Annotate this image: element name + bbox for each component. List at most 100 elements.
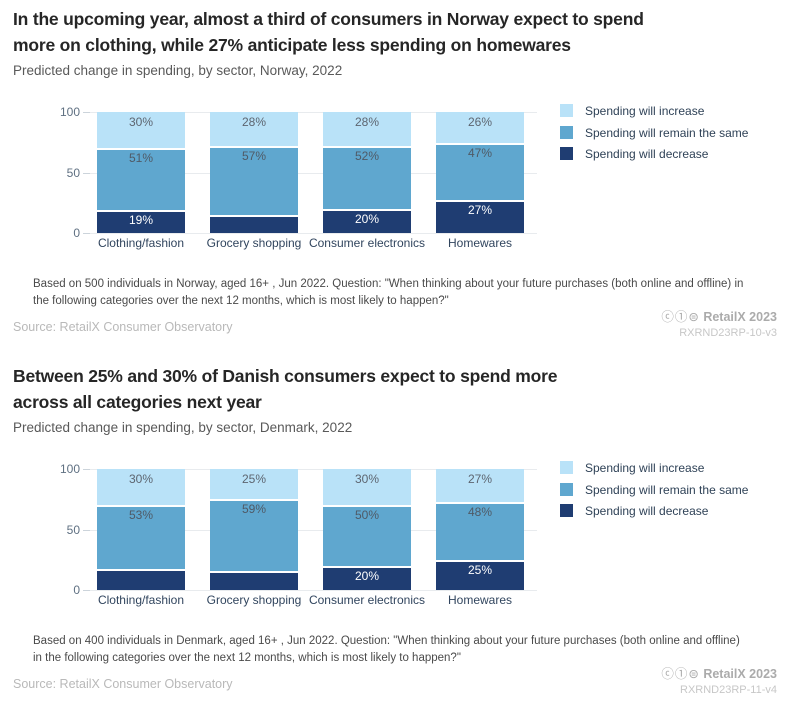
y-axis-tick — [83, 469, 90, 470]
chart-subtitle: Predicted change in spending, by sector,… — [13, 63, 343, 78]
legend-swatch — [560, 504, 573, 517]
bar-value-label: 25% — [241, 472, 267, 486]
gridline — [90, 590, 537, 591]
page-title: Between 25% and 30% of Danish consumers … — [13, 363, 773, 415]
bar-value-label: 27% — [467, 472, 493, 486]
bar-value-label: 28% — [241, 115, 267, 129]
bar-value-label: 30% — [128, 115, 154, 129]
bar-value-label: 48% — [467, 504, 493, 519]
chart-footnote: Based on 500 individuals in Norway, aged… — [33, 278, 744, 307]
bar-segment — [436, 112, 524, 144]
legend-swatch — [560, 147, 573, 160]
chart-subtitle: Predicted change in spending, by sector,… — [13, 420, 353, 435]
bar-segment — [97, 210, 185, 233]
chart-legend: Spending will increase Spending will rema… — [560, 104, 788, 164]
bar-segment — [323, 505, 411, 566]
y-axis-tick — [83, 233, 90, 234]
cc-license-icons: ⓒ①⊜ — [661, 667, 700, 681]
norway-chart-section: In the upcoming year, almost a third of … — [0, 0, 789, 352]
bar-segment — [436, 559, 524, 590]
cc-license-icons: ⓒ①⊜ — [661, 310, 700, 324]
title-line-2: across all categories next year — [13, 392, 262, 412]
report-code: RXRND23RP-11-v4 — [680, 684, 777, 696]
page-title: In the upcoming year, almost a third of … — [13, 6, 773, 58]
x-axis-category-label: Consumer electronics — [308, 593, 426, 607]
legend-label: Spending will increase — [585, 461, 705, 475]
y-axis-tick-label: 50 — [66, 522, 80, 537]
bar-segment — [323, 469, 411, 506]
title-line-1: In the upcoming year, almost a third of … — [13, 9, 644, 29]
source-line: Source: RetailX Consumer Observatory — [13, 320, 233, 334]
chart-legend: Spending will increase Spending will rema… — [560, 461, 788, 521]
bar-segment — [97, 148, 185, 210]
bar-grocery-shopping: 59% 25% — [210, 469, 298, 590]
bar-segment — [323, 565, 411, 590]
bar-segment — [97, 112, 185, 149]
bar-segment — [436, 143, 524, 201]
gridline — [90, 233, 537, 234]
x-axis-category-label: Homewares — [447, 236, 513, 250]
legend-item: Spending will decrease — [560, 504, 788, 519]
denmark-chart-section: Between 25% and 30% of Danish consumers … — [0, 357, 789, 709]
legend-item: Spending will increase — [560, 461, 788, 476]
bar-segment — [210, 469, 298, 500]
bar-segment — [323, 208, 411, 233]
bar-value-label: 30% — [128, 472, 154, 486]
bar-segment — [436, 469, 524, 502]
bar-segment — [210, 145, 298, 215]
legend-label: Spending will decrease — [585, 147, 709, 161]
y-axis-tick — [83, 112, 90, 113]
gridline — [90, 172, 537, 174]
bar-segment — [210, 570, 298, 590]
bar-grocery-shopping: 57% 28% — [210, 112, 298, 233]
bar-consumer-electronics: 20% 50% 30% — [323, 469, 411, 590]
bar-value-label: 30% — [354, 472, 380, 486]
bar-value-label: 53% — [128, 508, 154, 523]
bar-clothing-fashion: 53% 30% — [97, 469, 185, 590]
bar-value-label: 59% — [241, 502, 267, 517]
retailx-watermark: ⓒ①⊜ RetailX 2023 RXRND23RP-10-v3 — [661, 306, 777, 339]
y-axis-tick-label: 100 — [59, 105, 80, 119]
bar-value-label: 57% — [241, 148, 267, 163]
x-axis-category-label: Grocery shopping — [206, 236, 302, 250]
bar-segment — [97, 505, 185, 570]
watermark-brand-line: ⓒ①⊜ RetailX 2023 — [661, 663, 777, 682]
y-axis-tick-label: 100 — [59, 462, 80, 476]
bar-value-label: 20% — [354, 211, 380, 226]
y-axis-tick — [83, 590, 90, 591]
bar-value-label: 47% — [467, 146, 493, 161]
report-code: RXRND23RP-10-v3 — [679, 327, 777, 339]
gridline — [90, 529, 537, 531]
legend-label: Spending will remain the same — [585, 482, 749, 497]
bar-value-label: 25% — [467, 562, 493, 577]
gridline — [90, 469, 537, 470]
y-axis-tick — [83, 172, 90, 174]
bar-value-label: 19% — [128, 213, 154, 227]
bar-segment — [210, 214, 298, 233]
bar-homewares: 25% 48% 27% — [436, 469, 524, 590]
y-axis-tick-label: 50 — [66, 165, 80, 180]
legend-label: Spending will remain the same — [585, 125, 749, 140]
bar-value-label: 20% — [354, 568, 380, 583]
legend-swatch — [560, 104, 573, 117]
source-line: Source: RetailX Consumer Observatory — [13, 677, 233, 691]
bar-clothing-fashion: 19% 51% 30% — [97, 112, 185, 233]
bar-value-label: 52% — [354, 148, 380, 163]
stacked-bar-chart: 0 50 100 53% 30% Clothing/fashion 59% 25% Grocer… — [0, 461, 789, 612]
y-axis-tick-label: 0 — [73, 583, 80, 597]
gridline — [90, 112, 537, 113]
bar-value-label: 50% — [354, 508, 380, 523]
stacked-bar-chart: 0 50 100 19% 51% 30% Clothing/fashion 57% 28% Gro… — [0, 104, 789, 255]
legend-label: Spending will increase — [585, 104, 705, 118]
bar-segment — [97, 469, 185, 506]
bar-consumer-electronics: 20% 52% 28% — [323, 112, 411, 233]
x-axis-category-label: Clothing/fashion — [97, 236, 185, 250]
x-axis-category-label: Homewares — [447, 593, 513, 607]
x-axis-category-label: Grocery shopping — [206, 593, 302, 607]
watermark-brand-text: RetailX 2023 — [703, 667, 777, 681]
legend-swatch — [560, 461, 573, 474]
legend-swatch — [560, 482, 573, 496]
bar-value-label: 28% — [354, 115, 380, 129]
bar-segment — [210, 499, 298, 571]
legend-swatch — [560, 125, 573, 139]
